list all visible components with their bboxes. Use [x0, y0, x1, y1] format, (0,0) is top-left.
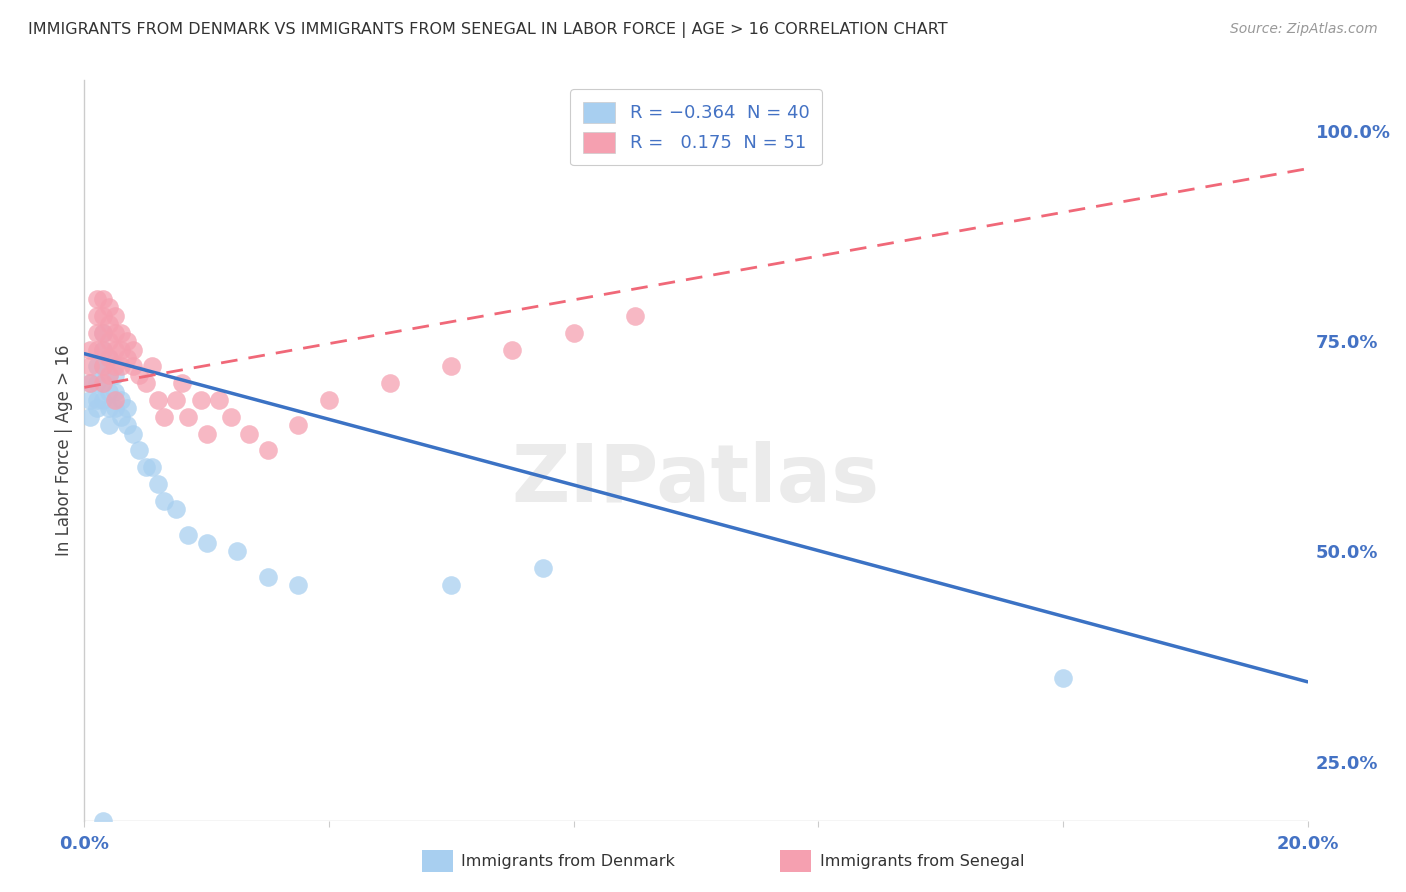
Point: [104, 368, 127, 382]
Legend: R = −0.364  N = 40, R =   0.175  N = 51: R = −0.364 N = 40, R = 0.175 N = 51: [569, 89, 823, 165]
Point: [91, 343, 114, 357]
Point: [128, 368, 150, 382]
Point: [110, 359, 132, 374]
Point: [165, 502, 187, 516]
Point: [91, 359, 114, 374]
Point: [177, 409, 200, 424]
Point: [104, 359, 127, 374]
Point: [79, 409, 101, 424]
Point: [195, 536, 218, 550]
Point: [115, 351, 138, 365]
Point: [115, 401, 138, 416]
Point: [86, 326, 108, 340]
Point: [135, 376, 157, 391]
Point: [91, 326, 114, 340]
Point: [238, 426, 260, 441]
Point: [110, 343, 132, 357]
Point: [1052, 671, 1074, 685]
Point: [208, 392, 231, 407]
Point: [195, 426, 218, 441]
Point: [219, 409, 242, 424]
Point: [91, 376, 114, 391]
Point: [531, 561, 554, 575]
Point: [91, 292, 114, 306]
Point: [97, 418, 120, 433]
Point: [91, 392, 114, 407]
Point: [122, 359, 145, 374]
Point: [97, 368, 120, 382]
Point: [97, 301, 120, 315]
Point: [141, 460, 163, 475]
Point: [177, 527, 200, 541]
Point: [440, 578, 463, 592]
Point: [104, 392, 127, 407]
Point: [287, 418, 309, 433]
Point: [86, 309, 108, 323]
Point: [104, 326, 127, 340]
Point: [104, 401, 127, 416]
Point: [79, 359, 101, 374]
Point: [624, 309, 647, 323]
Point: [104, 384, 127, 399]
Point: [91, 814, 114, 828]
Point: [79, 376, 101, 391]
Point: [79, 343, 101, 357]
Point: [146, 477, 169, 491]
Point: [91, 359, 114, 374]
Point: [257, 443, 280, 458]
Point: [110, 326, 132, 340]
Point: [287, 578, 309, 592]
Point: [91, 343, 114, 357]
Point: [97, 351, 120, 365]
Point: [86, 343, 108, 357]
Point: [86, 392, 108, 407]
Point: [97, 401, 120, 416]
Point: [91, 309, 114, 323]
Point: [562, 326, 585, 340]
Text: Immigrants from Senegal: Immigrants from Senegal: [820, 854, 1024, 869]
Point: [97, 351, 120, 365]
Point: [440, 359, 463, 374]
Point: [104, 343, 127, 357]
Point: [97, 368, 120, 382]
Point: [141, 359, 163, 374]
Point: [110, 392, 132, 407]
Point: [86, 359, 108, 374]
Point: [318, 392, 340, 407]
Point: [165, 392, 187, 407]
Text: Immigrants from Denmark: Immigrants from Denmark: [461, 854, 675, 869]
Point: [86, 401, 108, 416]
Point: [97, 334, 120, 348]
Point: [97, 318, 120, 332]
Point: [146, 392, 169, 407]
Point: [104, 309, 127, 323]
Point: [172, 376, 194, 391]
Point: [502, 343, 524, 357]
Point: [79, 376, 101, 391]
Text: ZIPatlas: ZIPatlas: [512, 441, 880, 519]
Point: [226, 544, 249, 558]
Point: [257, 569, 280, 583]
Point: [190, 392, 212, 407]
Point: [115, 418, 138, 433]
Point: [86, 376, 108, 391]
Point: [380, 376, 402, 391]
Text: IMMIGRANTS FROM DENMARK VS IMMIGRANTS FROM SENEGAL IN LABOR FORCE | AGE > 16 COR: IMMIGRANTS FROM DENMARK VS IMMIGRANTS FR…: [28, 22, 948, 38]
Point: [91, 376, 114, 391]
Point: [153, 409, 176, 424]
Point: [86, 292, 108, 306]
Point: [153, 494, 176, 508]
Point: [115, 334, 138, 348]
Point: [79, 392, 101, 407]
Text: Source: ZipAtlas.com: Source: ZipAtlas.com: [1230, 22, 1378, 37]
Point: [128, 443, 150, 458]
Point: [91, 326, 114, 340]
Point: [135, 460, 157, 475]
Point: [122, 343, 145, 357]
Point: [97, 384, 120, 399]
Point: [122, 426, 145, 441]
Y-axis label: In Labor Force | Age > 16: In Labor Force | Age > 16: [55, 344, 73, 557]
Point: [110, 409, 132, 424]
